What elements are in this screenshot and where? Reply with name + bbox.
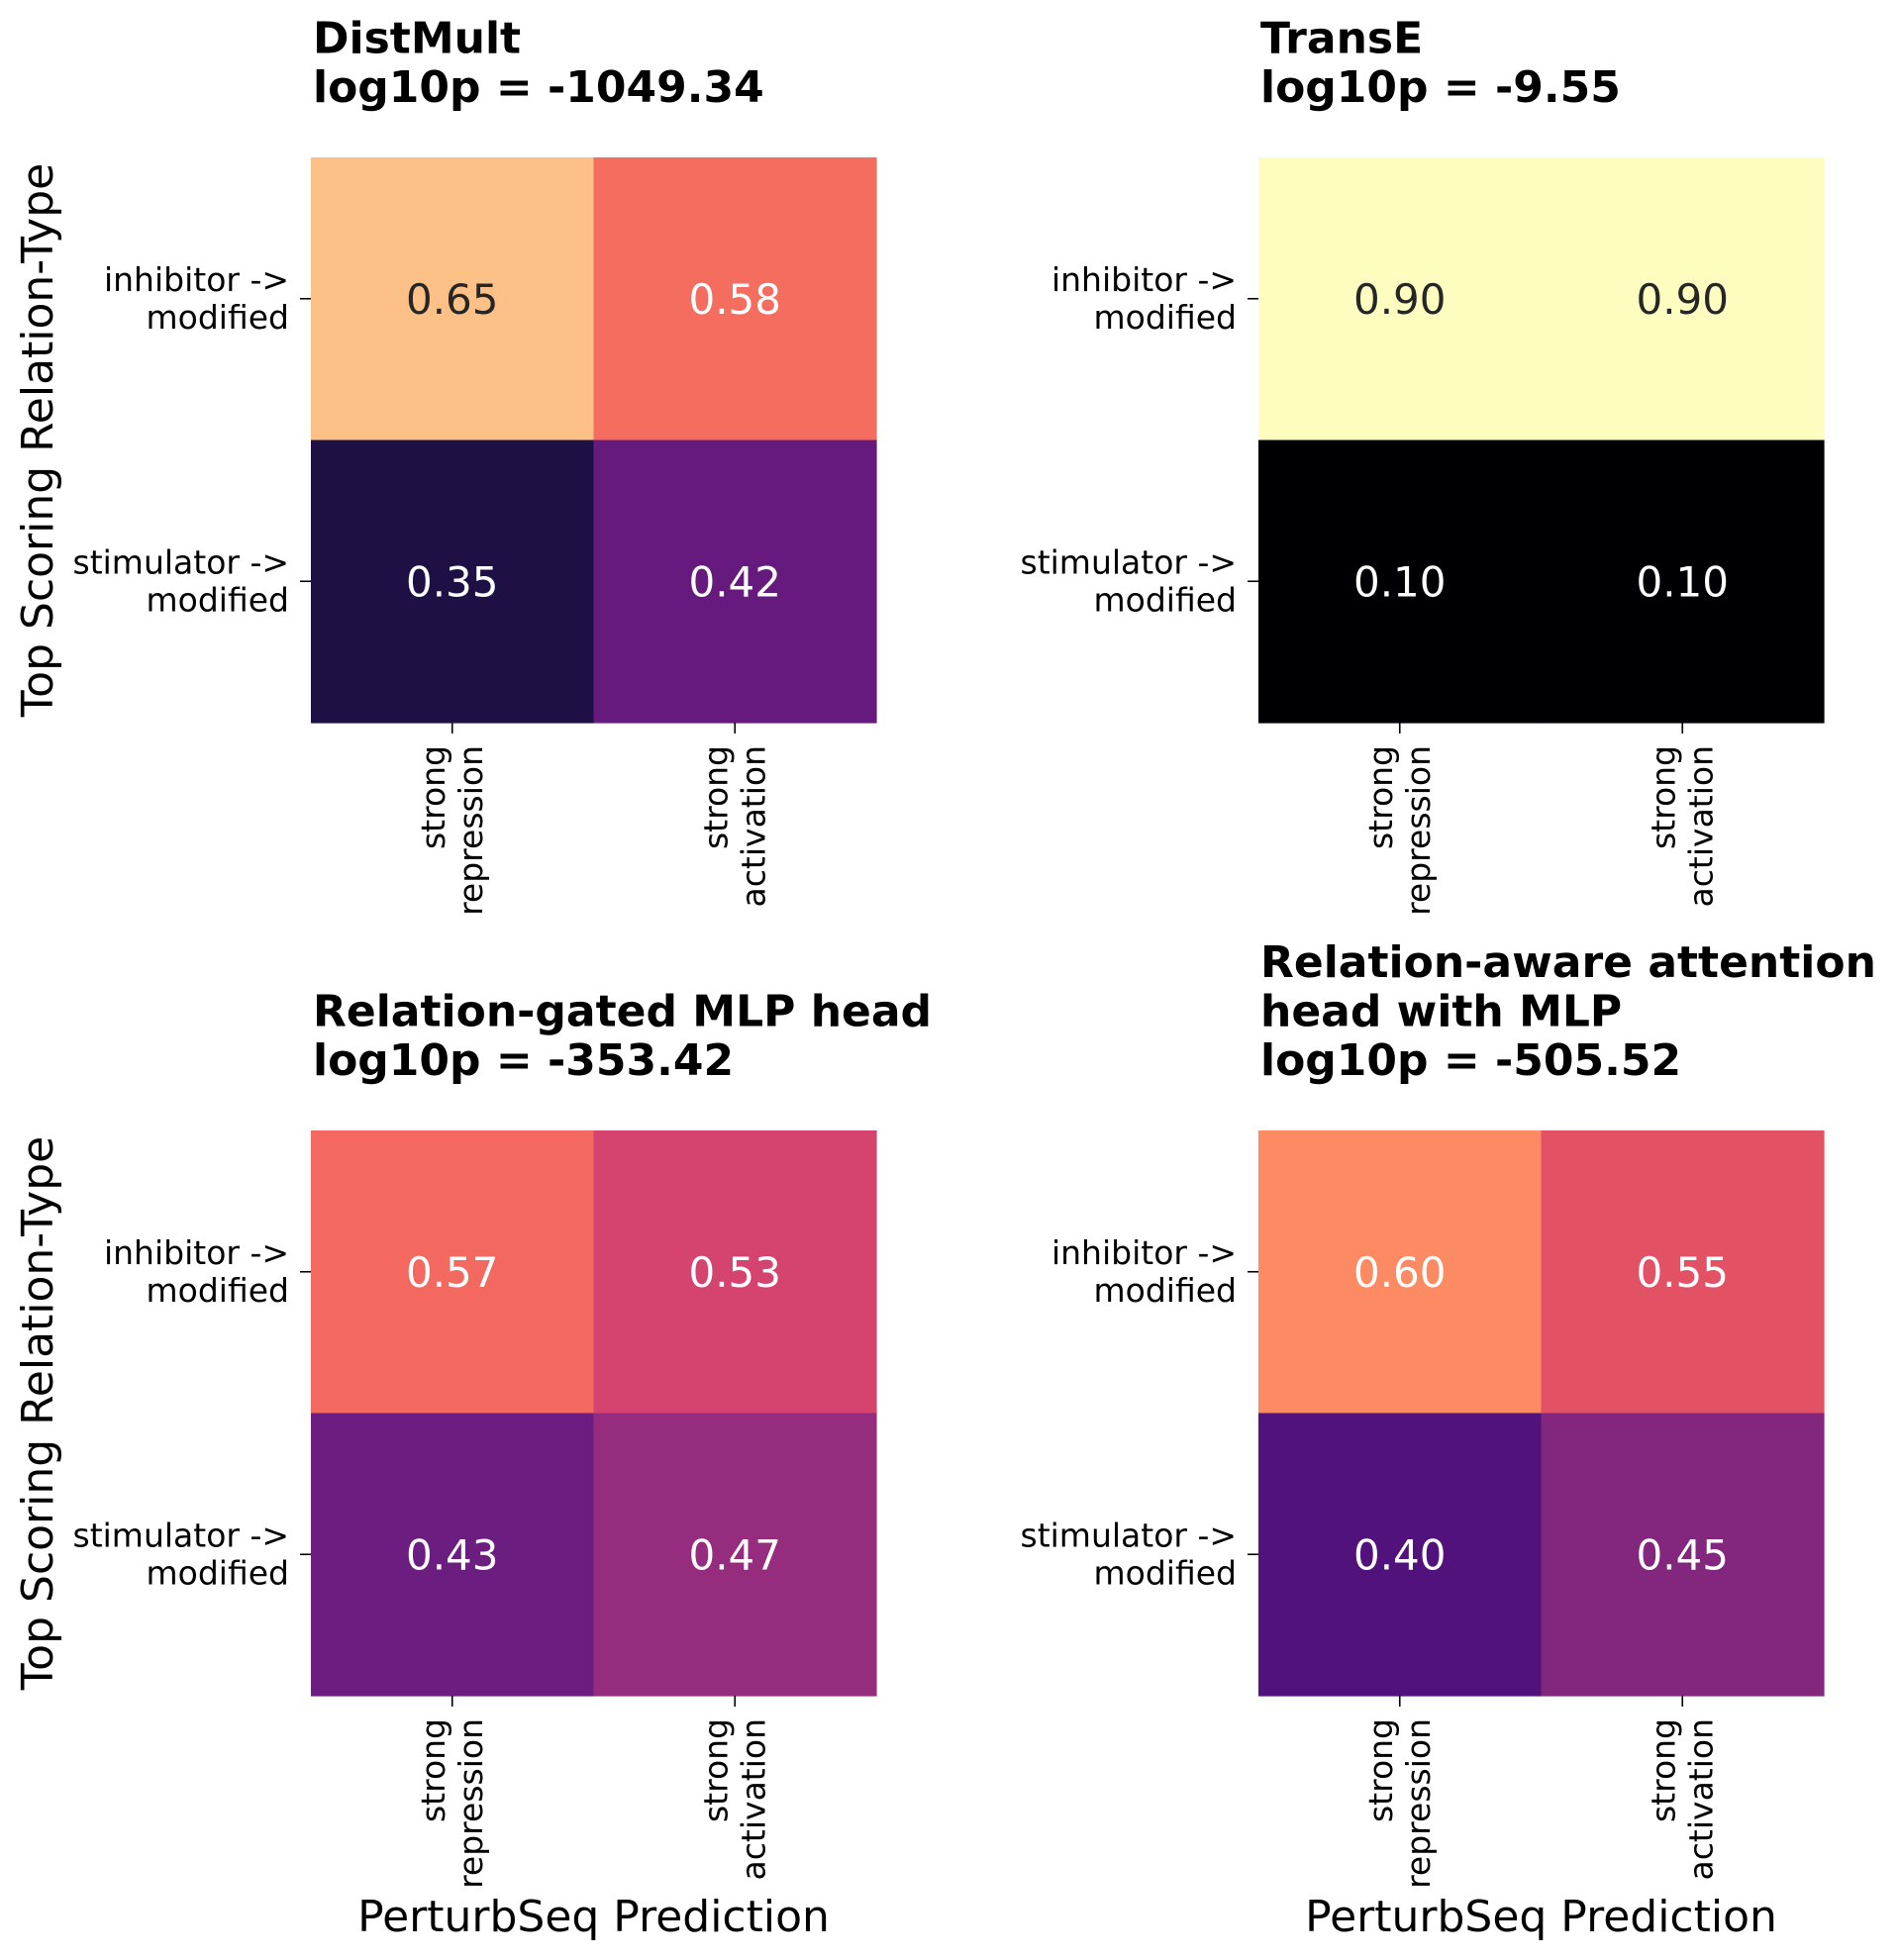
y-tick-label: stimulator -> modified — [1021, 1516, 1238, 1592]
cell-annotation: 0.65 — [406, 275, 499, 324]
panel-title-line: TransE — [1260, 14, 1423, 64]
cell-annotation: 0.42 — [688, 557, 781, 606]
panel-title-line: head with MLP — [1260, 987, 1622, 1037]
x-tick-label: strongactivation — [696, 1718, 772, 1880]
panel-title-line: Relation-gated MLP head — [313, 987, 932, 1037]
panel-title-line: log10p = -9.55 — [1260, 62, 1621, 113]
cell-annotation: 0.35 — [406, 557, 499, 606]
panel-title-line: DistMult — [313, 14, 521, 64]
y-tick-label: stimulator -> modified — [73, 1516, 290, 1592]
y-tick-label: stimulator -> modified — [73, 542, 290, 619]
cell-annotation: 0.10 — [1353, 557, 1447, 606]
heatmap-cell — [593, 1413, 877, 1697]
heatmap-cell — [1258, 1130, 1543, 1415]
x-tick-label: strongactivation — [696, 745, 772, 907]
cell-annotation: 0.45 — [1636, 1530, 1729, 1579]
y-tick-label: inhibitor -> modified — [104, 1233, 289, 1310]
heatmap-cell — [1258, 157, 1543, 441]
heatmap-cell — [1541, 1130, 1825, 1415]
cell-annotation: 0.10 — [1636, 557, 1729, 606]
heatmap-cell — [1541, 157, 1825, 441]
heatmap-cell — [1258, 1413, 1543, 1697]
heatmap-cell — [311, 157, 595, 441]
x-tick-label: strongactivation — [1644, 1718, 1720, 1880]
panel-title-line: Relation-aware attention — [1260, 937, 1876, 988]
heatmap-panel: DistMult log10p = -1049.34 0.65 0.58 0.35 0.4… — [13, 14, 877, 916]
x-axis-label: PerturbSeq Prediction — [357, 1892, 830, 1942]
panel-title: Relation-aware attention head with MLP log… — [1260, 937, 1876, 1086]
heatmap-panel: TransE log10p = -9.55 0.90 0.90 0.10 0.10 inhi… — [1021, 14, 1825, 916]
cell-annotation: 0.57 — [406, 1248, 499, 1297]
cell-annotation: 0.43 — [406, 1530, 499, 1579]
y-axis-label: Top Scoring Relation-Type — [13, 163, 63, 718]
panel-title: Relation-gated MLP head log10p = -353.42 — [313, 987, 932, 1087]
heatmap-cell — [311, 1130, 595, 1415]
cell-annotation: 0.60 — [1353, 1248, 1447, 1297]
heatmap-cell — [311, 440, 595, 724]
cell-annotation: 0.47 — [688, 1530, 781, 1579]
y-tick-label: stimulator -> modified — [1021, 542, 1238, 619]
cell-annotation: 0.55 — [1636, 1248, 1729, 1297]
y-axis-label: Top Scoring Relation-Type — [13, 1136, 63, 1691]
heatmap-cell — [593, 157, 877, 441]
cell-annotation: 0.40 — [1353, 1530, 1447, 1579]
x-tick-label: strongrepression — [1361, 745, 1438, 916]
y-tick-label: inhibitor -> modified — [1051, 260, 1237, 337]
panel-title: TransE log10p = -9.55 — [1260, 14, 1621, 114]
heatmap-panel: Relation-aware attention head with MLP log… — [1021, 937, 1876, 1942]
heatmap-panel: Relation-gated MLP head log10p = -353.42 0… — [13, 987, 932, 1943]
panel-title-line: log10p = -505.52 — [1260, 1035, 1681, 1086]
cell-annotation: 0.90 — [1636, 275, 1729, 324]
x-axis-label: PerturbSeq Prediction — [1305, 1892, 1777, 1942]
x-tick-label: strongactivation — [1644, 745, 1720, 907]
x-tick-label: strongrepression — [1361, 1718, 1438, 1889]
heatmap-cell — [593, 440, 877, 724]
heatmap-cell — [593, 1130, 877, 1415]
panels: DistMult log10p = -1049.34 0.65 0.58 0.35 0.4… — [13, 14, 1876, 1943]
cell-annotation: 0.58 — [688, 275, 781, 324]
cell-annotation: 0.90 — [1353, 275, 1447, 324]
y-tick-label: inhibitor -> modified — [104, 260, 289, 337]
heatmap-cell — [1541, 1413, 1825, 1697]
cell-annotation: 0.53 — [688, 1248, 781, 1297]
heatmap-cell — [1541, 440, 1825, 724]
panel-title-line: log10p = -1049.34 — [313, 62, 764, 113]
x-tick-label: strongrepression — [414, 1718, 490, 1889]
heatmap-cell — [1258, 440, 1543, 724]
heatmap-cell — [311, 1413, 595, 1697]
panel-title-line: log10p = -353.42 — [313, 1035, 734, 1086]
panel-title: DistMult log10p = -1049.34 — [313, 14, 764, 114]
y-tick-label: inhibitor -> modified — [1051, 1233, 1237, 1310]
x-tick-label: strongrepression — [414, 745, 490, 916]
